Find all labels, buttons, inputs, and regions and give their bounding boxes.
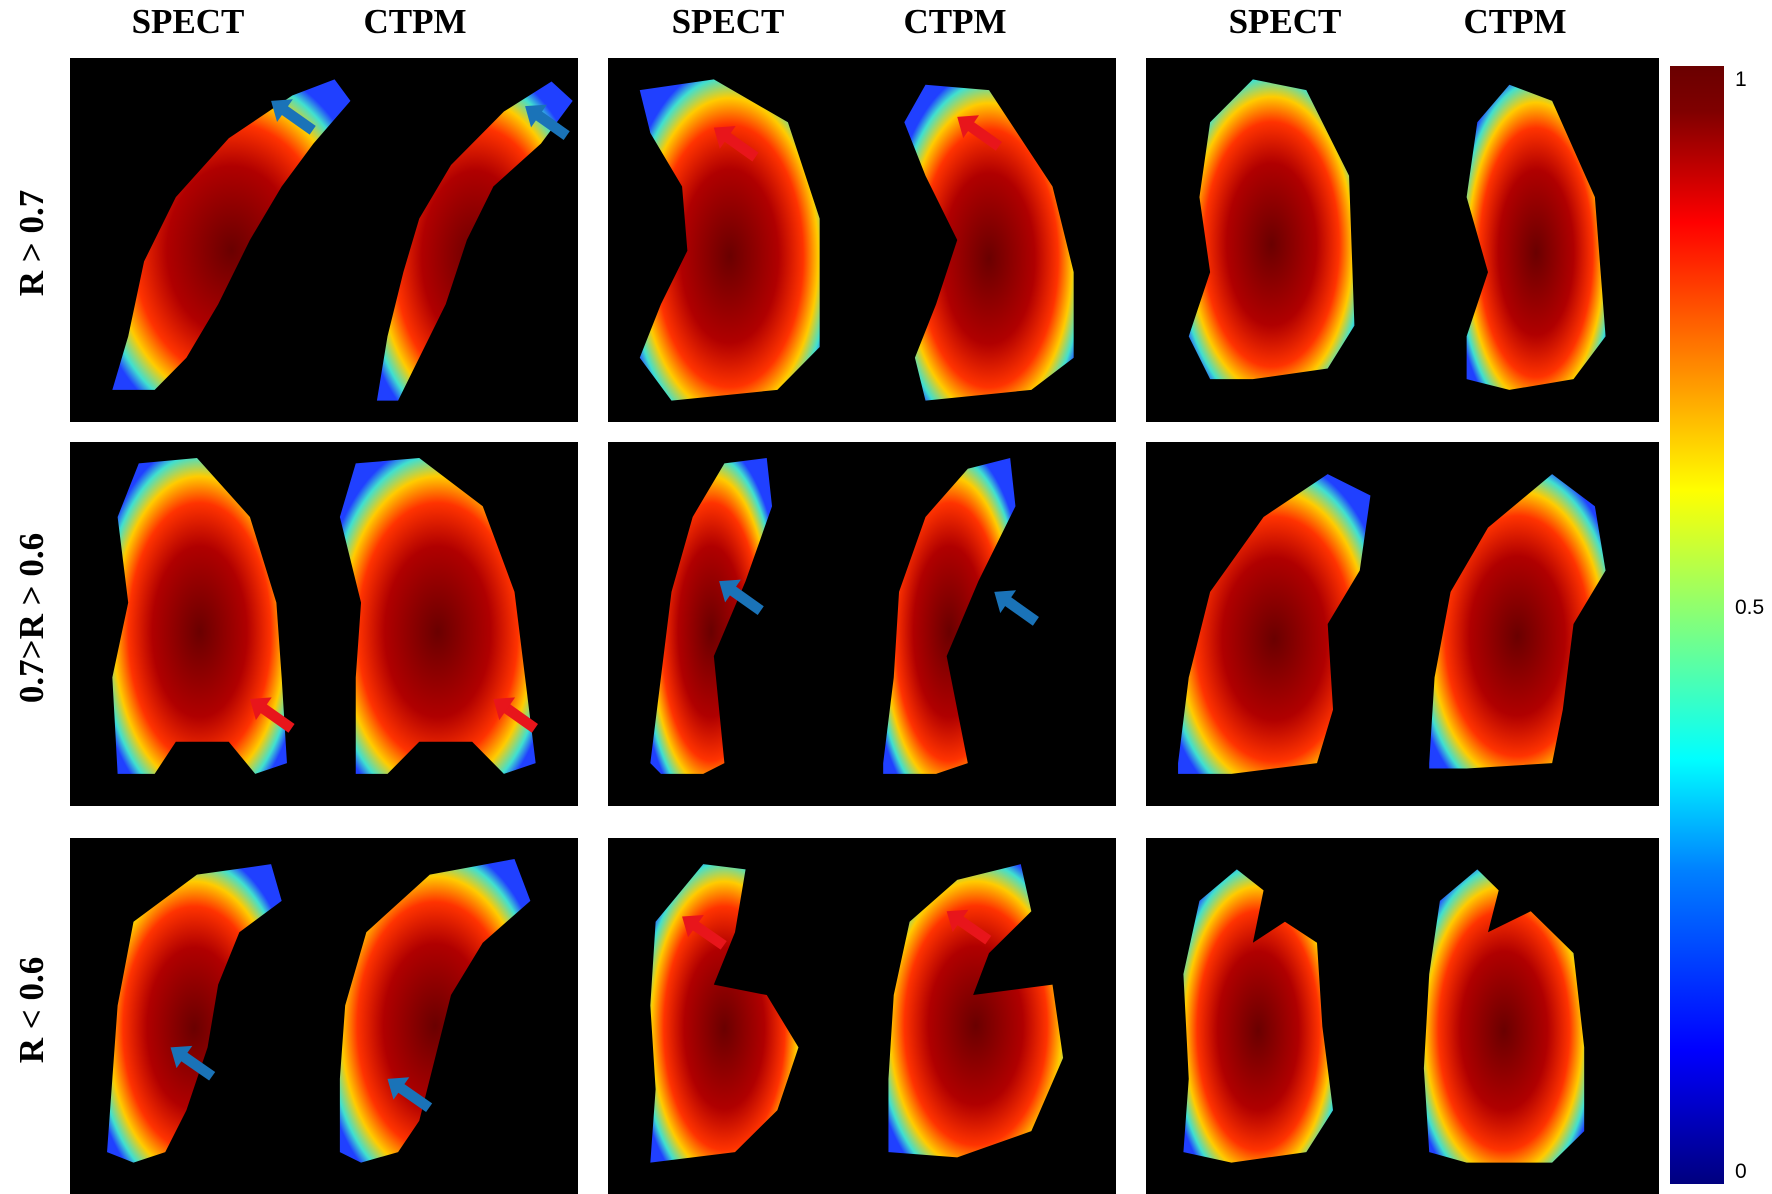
lung-map-spect — [112, 458, 287, 774]
lung-map-ctpm — [1429, 474, 1606, 769]
header-ctpm-2: CTPM — [903, 2, 1007, 41]
arrow-red — [946, 909, 992, 945]
header-ctpm-1: CTPM — [363, 2, 467, 41]
lung-map-ctpm — [904, 84, 1074, 401]
lung-map-spect — [650, 458, 773, 774]
row-label-2: 0.7>R > 0.6 — [12, 532, 51, 704]
arrow-red — [713, 126, 759, 162]
panel-r3-c3 — [1146, 838, 1659, 1194]
lung-map-ctpm — [1423, 869, 1585, 1163]
panel-r1-c1 — [70, 58, 578, 422]
panel-r2-c3 — [1146, 442, 1659, 806]
arrow-blue — [170, 1045, 216, 1081]
lung-map-ctpm — [339, 858, 531, 1163]
header-ctpm-3: CTPM — [1463, 2, 1567, 41]
panel-r3-c1 — [70, 838, 578, 1194]
arrow-blue — [387, 1077, 433, 1112]
arrow-blue — [719, 579, 764, 616]
colorbar — [1670, 66, 1724, 1184]
colorbar-tick-1: 1 — [1735, 68, 1747, 91]
lung-map-spect — [107, 864, 282, 1163]
arrow-red — [493, 697, 538, 733]
header-spect-3: SPECT — [1228, 2, 1342, 41]
row-label-3: R < 0.6 — [12, 956, 51, 1064]
row-label-1: R > 0.7 — [12, 189, 51, 297]
arrow-blue — [525, 104, 570, 141]
lung-map-spect — [112, 79, 351, 390]
lung-map-ctpm — [888, 864, 1064, 1158]
lung-map-ctpm — [339, 458, 536, 774]
panel-r1-c2 — [608, 58, 1116, 422]
lung-map-ctpm — [883, 458, 1016, 774]
arrow-red — [957, 115, 1002, 151]
panel-r2-c2 — [608, 442, 1116, 806]
lung-map-spect — [1178, 474, 1371, 774]
lung-map-spect — [1183, 869, 1334, 1163]
lung-map-ctpm — [376, 81, 573, 401]
panel-r1-c3 — [1146, 58, 1659, 422]
colorbar-tick-0: 0 — [1735, 1160, 1747, 1183]
arrow-blue — [994, 590, 1039, 626]
colorbar-tick-05: 0.5 — [1735, 596, 1765, 619]
panel-r3-c2 — [608, 838, 1116, 1194]
panel-r2-c1 — [70, 442, 578, 806]
arrow-red — [682, 914, 727, 950]
arrow-blue — [271, 99, 316, 135]
arrow-red — [249, 697, 295, 733]
lung-map-spect — [650, 864, 799, 1163]
lung-map-spect — [639, 79, 820, 401]
lung-map-spect — [1188, 79, 1355, 380]
header-spect-2: SPECT — [671, 2, 785, 41]
header-spect-1: SPECT — [131, 2, 245, 41]
lung-map-ctpm — [1466, 84, 1606, 390]
